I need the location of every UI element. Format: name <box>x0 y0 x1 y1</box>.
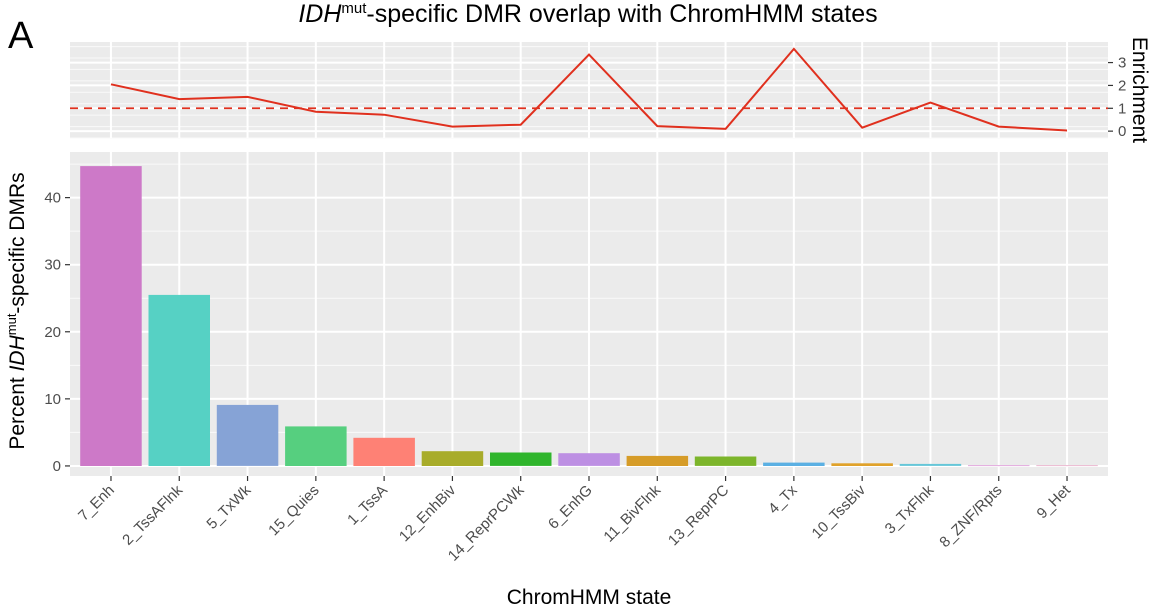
bar <box>1036 465 1098 467</box>
bar-x-tick-label: 5_TxWk <box>203 481 254 532</box>
bar-y-tick-label: 10 <box>44 391 61 408</box>
bar-x-tick-label: 3_TxFlnk <box>882 481 938 537</box>
bar <box>216 404 279 466</box>
panel-label: A <box>8 15 34 57</box>
enrichment-tick-label: 3 <box>1118 55 1126 72</box>
bar-x-tick-label: 12_EnhBiv <box>396 481 460 545</box>
bar <box>353 437 415 466</box>
bar-x-tick-label: 10_TssBiv <box>809 481 870 542</box>
ylabel-prefix: Percent <box>6 371 29 449</box>
bar-x-axis: 7_Enh 2_TssAFlnk 5_TxWk 15_Quies 1_TssA 12_En… <box>75 476 1074 565</box>
bar-x-tick-label: 8_ZNF/Rpts <box>936 482 1005 551</box>
bar-x-tick-label: 6_EnhG <box>545 482 596 533</box>
title-superscript: mut <box>341 0 367 17</box>
ylabel-suffix: -specific DMRs <box>6 172 29 313</box>
ylabel-italic: IDH <box>6 334 29 371</box>
bar-y-axis-title: Percent IDHmut-specific DMRs <box>4 172 29 449</box>
bar-x-axis-title: ChromHMM state <box>507 586 672 606</box>
ylabel-superscript: mut <box>4 313 19 335</box>
bar-y-tick-label: 40 <box>44 190 61 207</box>
bar <box>558 453 620 466</box>
bar <box>694 456 757 466</box>
bar <box>899 463 962 466</box>
bar-y-tick-label: 30 <box>44 257 61 274</box>
bar-y-axis: 0 10 20 30 40 <box>44 190 70 475</box>
bar-x-tick-label: 2_TssAFlnk <box>119 481 186 548</box>
enrichment-line <box>110 47 1068 132</box>
bar <box>968 465 1030 467</box>
bar <box>421 451 484 466</box>
bar <box>148 294 210 466</box>
bar-x-tick-label: 15_Quies <box>265 482 322 539</box>
enrichment-axis-title: Enrichment <box>1128 37 1151 143</box>
enrichment-tick-label: 2 <box>1118 77 1126 94</box>
bar-x-tick-label: 7_Enh <box>75 482 118 525</box>
chart-title: IDHmut-specific DMR overlap with ChromHM… <box>298 0 877 28</box>
enrichment-series <box>110 47 1068 132</box>
bar-y-tick-label: 0 <box>53 458 61 475</box>
bar <box>626 455 689 466</box>
bar <box>763 462 825 466</box>
bar <box>80 166 142 466</box>
bar-series <box>80 166 1098 467</box>
enrichment-tick-label: 1 <box>1118 100 1126 117</box>
bar-x-tick-label: 13_ReprPC <box>665 482 733 550</box>
bar <box>490 452 552 466</box>
bar-x-tick-label: 11_BivFlnk <box>600 481 664 545</box>
enrichment-panel: 0 1 2 3 Enrichment <box>70 37 1151 143</box>
title-italic: IDH <box>298 0 342 28</box>
title-rest: -specific DMR overlap with ChromHMM stat… <box>366 0 877 28</box>
enrichment-tick-label: 0 <box>1118 123 1126 140</box>
bar-x-tick-label: 4_Tx <box>765 481 801 517</box>
bar-y-tick-label: 20 <box>44 324 61 341</box>
enrichment-y-axis: 0 1 2 3 <box>1108 55 1126 140</box>
bar-x-tick-label: 9_Het <box>1034 481 1075 522</box>
bar-x-tick-label: 1_TssA <box>344 482 391 529</box>
bar-panel: 0 10 20 30 40 7_Enh 2_TssAFlnk 5_TxWk 15_Quies 1… <box>4 152 1108 606</box>
bar <box>831 463 893 466</box>
bar <box>285 426 347 466</box>
